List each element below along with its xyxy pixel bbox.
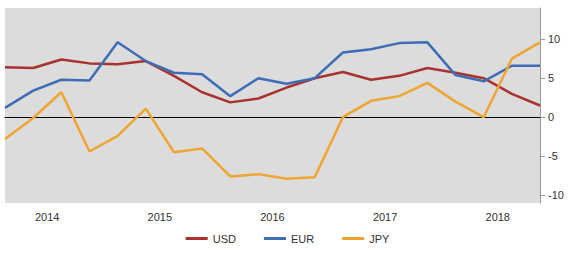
- svg-text:10: 10: [548, 33, 560, 45]
- svg-text:USD: USD: [213, 233, 236, 245]
- svg-text:5: 5: [548, 72, 554, 84]
- svg-text:0: 0: [548, 111, 554, 123]
- svg-text:2018: 2018: [486, 211, 510, 223]
- svg-text:2014: 2014: [35, 211, 59, 223]
- svg-text:JPY: JPY: [369, 233, 390, 245]
- svg-text:2016: 2016: [260, 211, 284, 223]
- svg-text:2015: 2015: [148, 211, 172, 223]
- svg-text:-5: -5: [548, 150, 558, 162]
- svg-text:-10: -10: [548, 189, 564, 201]
- svg-text:EUR: EUR: [291, 233, 314, 245]
- svg-text:2017: 2017: [373, 211, 397, 223]
